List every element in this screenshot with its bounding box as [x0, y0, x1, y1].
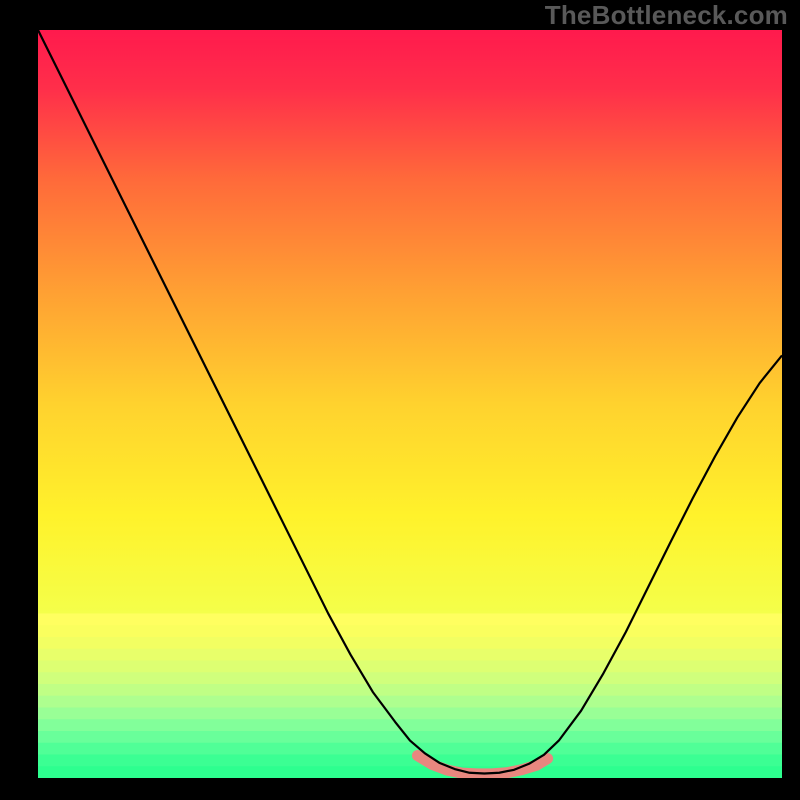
bottom-stripe [38, 766, 782, 778]
chart-container: TheBottleneck.com [0, 0, 800, 800]
bottom-stripe [38, 637, 782, 649]
bottom-stripe [38, 743, 782, 755]
bottom-stripe [38, 719, 782, 731]
bottom-stripe [38, 707, 782, 719]
bottom-stripe [38, 696, 782, 708]
plot-area [38, 30, 782, 778]
bottom-stripe [38, 660, 782, 672]
bottom-stripe [38, 672, 782, 684]
bottom-stripe [38, 649, 782, 661]
plot-svg [38, 30, 782, 778]
bottom-stripe [38, 613, 782, 625]
bottom-stripe [38, 754, 782, 766]
bottom-stripe [38, 684, 782, 696]
bottom-stripe [38, 625, 782, 637]
watermark-text: TheBottleneck.com [545, 0, 788, 31]
